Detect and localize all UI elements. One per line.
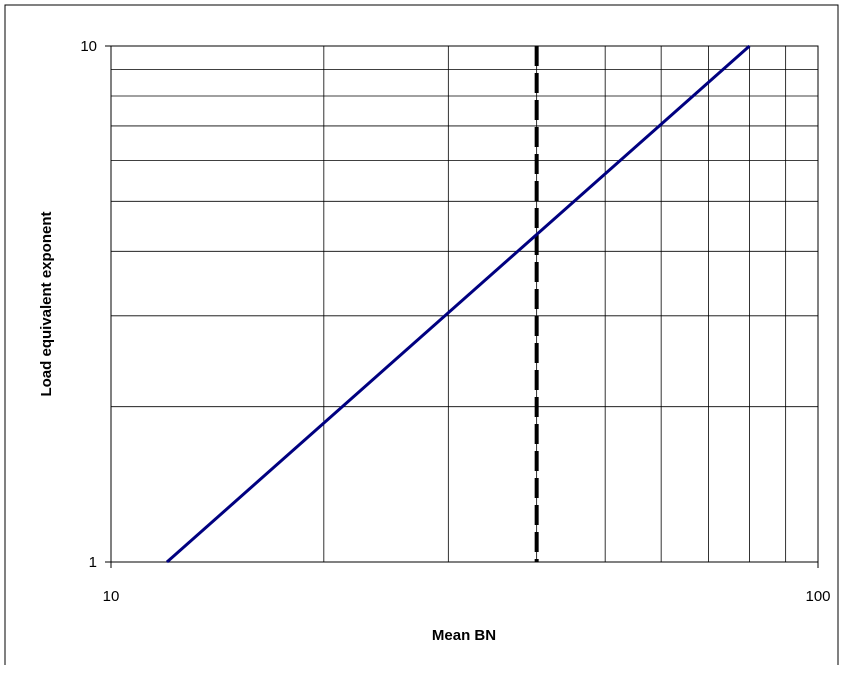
y-axis-title: Load equivalent exponent	[38, 211, 55, 396]
plot-area-border	[110, 45, 819, 563]
x-tick-label: 10	[103, 588, 120, 605]
marks-layer	[105, 44, 819, 568]
x-tick-label: 100	[805, 588, 830, 605]
labels-layer: Mean BN Load equivalent exponent 10 10011…	[38, 38, 831, 644]
series-line	[165, 44, 751, 564]
y-tick-label: 10	[80, 38, 97, 55]
grid-layer	[111, 46, 818, 562]
x-axis-title: Mean BN	[432, 627, 496, 644]
y-tick-label: 1	[89, 554, 97, 571]
chart-border	[4, 4, 839, 665]
